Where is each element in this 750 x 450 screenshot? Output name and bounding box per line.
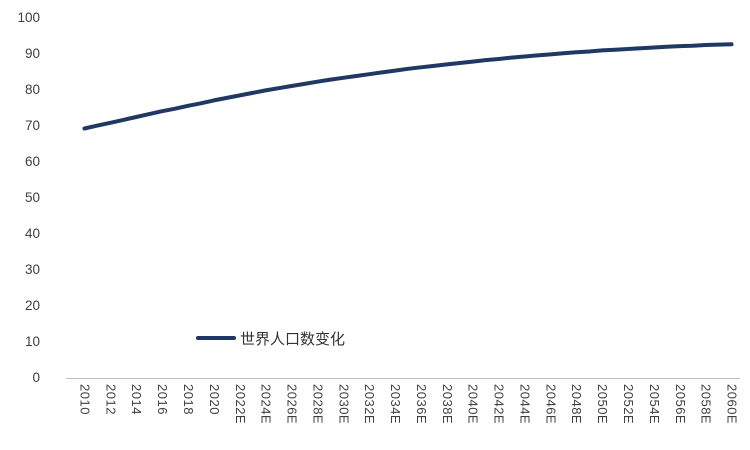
y-tick-label: 60 — [24, 154, 40, 169]
legend: 世界人口数变化 — [196, 328, 345, 348]
x-tick-label: 2046E — [543, 384, 559, 425]
x-tick-label: 2038E — [439, 384, 455, 425]
x-tick-label: 2028E — [310, 384, 326, 425]
y-tick-label: 50 — [24, 190, 40, 205]
y-tick-label: 80 — [24, 82, 40, 97]
x-tick-label: 2050E — [595, 384, 611, 425]
y-tick-label: 10 — [24, 334, 40, 349]
y-tick-label: 100 — [17, 10, 40, 25]
y-tick-label: 70 — [24, 118, 40, 133]
x-axis-line — [66, 378, 740, 379]
x-tick-label: 2020 — [206, 384, 222, 415]
x-tick-label: 2012 — [103, 384, 119, 415]
legend-label: 世界人口数变化 — [240, 330, 346, 348]
series-line — [82, 42, 734, 131]
x-tick-label: 2048E — [569, 384, 585, 425]
legend-line-swatch — [196, 336, 236, 340]
x-tick-label: 2016 — [155, 384, 171, 415]
x-tick-label: 2052E — [621, 384, 636, 425]
x-axis-labels: 2010 2012 2014 2016 2018 2020 2022E 2024E 2026E 2… — [0, 384, 750, 448]
x-tick-label: 2018 — [181, 384, 196, 415]
y-tick-label: 30 — [24, 262, 40, 277]
x-tick-label: 2030E — [336, 384, 352, 425]
x-tick-label: 2026E — [284, 384, 300, 425]
x-tick-label: 2024E — [258, 384, 274, 425]
x-tick-label: 2032E — [362, 384, 378, 425]
x-tick-label: 2058E — [698, 384, 714, 425]
plot-area — [78, 18, 738, 378]
y-tick-label: 40 — [24, 226, 40, 241]
x-tick-label: 2054E — [646, 384, 662, 425]
x-tick-label: 2040E — [465, 384, 481, 425]
x-tick-label: 2044E — [517, 384, 533, 425]
x-tick-label: 2014 — [129, 384, 145, 415]
y-tick-label: 20 — [24, 298, 40, 313]
line-chart-svg — [82, 42, 734, 131]
x-tick-label: 2022E — [232, 384, 248, 425]
x-tick-label: 2034E — [388, 384, 404, 425]
x-tick-label: 2036E — [413, 384, 429, 425]
x-tick-label: 2056E — [672, 384, 688, 425]
x-tick-label: 2060E — [724, 384, 740, 425]
x-tick-label: 2042E — [491, 384, 507, 425]
y-tick-label: 90 — [24, 46, 40, 61]
y-tick-label: 0 — [32, 370, 40, 385]
x-tick-label: 2010 — [77, 384, 93, 415]
